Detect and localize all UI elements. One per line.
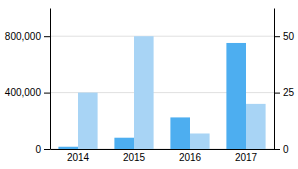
x-tick: 2015 — [123, 149, 146, 163]
bar — [246, 104, 266, 149]
y2-axis: 0 25 50 — [274, 9, 295, 155]
y2-tick: 0 — [274, 144, 289, 155]
y-axis: 0 400,000 800,000 — [5, 9, 51, 155]
y-tick-label: 800,000 — [5, 31, 42, 42]
bars — [58, 36, 265, 149]
y2-tick: 25 — [274, 87, 295, 98]
x-tick-label: 2017 — [235, 152, 258, 163]
y-tick: 400,000 — [5, 87, 50, 98]
y2-axis-line — [274, 9, 275, 150]
x-tick-label: 2015 — [123, 152, 146, 163]
y-tick: 800,000 — [5, 31, 50, 42]
y-tick-mark — [44, 36, 50, 37]
y2-tick-mark — [274, 149, 280, 150]
x-tick-label: 2016 — [179, 152, 202, 163]
y2-tick-mark — [274, 93, 280, 94]
x-tick-label: 2014 — [67, 152, 90, 163]
bar — [134, 36, 154, 149]
x-axis-line — [51, 149, 275, 150]
bar — [190, 133, 210, 149]
x-tick: 2016 — [179, 149, 202, 163]
x-tick: 2017 — [235, 149, 258, 163]
y2-tick-label: 25 — [283, 87, 295, 98]
bar — [58, 147, 78, 149]
plot: 2014 2015 2016 2017 0 400,000 800,000 0 25 50 — [5, 9, 295, 164]
y-tick-mark — [44, 93, 50, 94]
y-tick-mark — [44, 149, 50, 150]
grid — [50, 36, 274, 149]
y2-tick-label: 0 — [283, 144, 289, 155]
bar — [114, 138, 134, 149]
bar — [170, 117, 190, 149]
grid-line — [50, 36, 274, 37]
chart: 2014 2015 2016 2017 0 400,000 800,000 0 25 50 — [0, 0, 298, 169]
y-tick: 0 — [35, 144, 50, 155]
y-tick-label: 400,000 — [5, 87, 42, 98]
y2-tick-label: 50 — [283, 31, 295, 42]
y2-tick: 50 — [274, 31, 295, 42]
series — [78, 36, 266, 149]
y-axis-line — [50, 9, 51, 150]
bar — [78, 93, 98, 149]
y-tick-label: 0 — [35, 144, 41, 155]
bar — [226, 43, 246, 149]
y2-tick-mark — [274, 36, 280, 37]
x-axis: 2014 2015 2016 2017 — [51, 149, 275, 163]
x-tick: 2014 — [67, 149, 90, 163]
